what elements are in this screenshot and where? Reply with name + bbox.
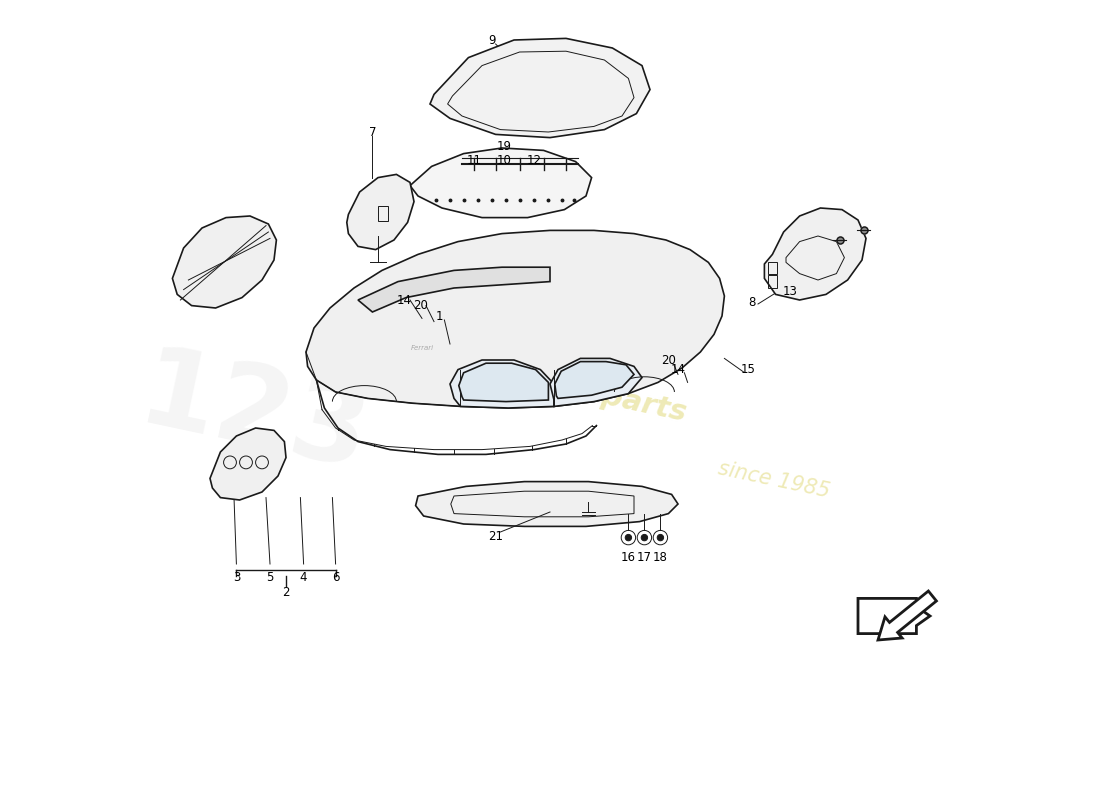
- Text: 18: 18: [653, 551, 668, 564]
- Polygon shape: [858, 598, 930, 634]
- Polygon shape: [550, 358, 642, 406]
- Text: 5: 5: [266, 571, 274, 584]
- Text: 13: 13: [782, 285, 797, 298]
- Text: Ferrari: Ferrari: [410, 345, 433, 351]
- Text: 15: 15: [741, 363, 756, 376]
- Circle shape: [625, 534, 631, 541]
- Text: 19: 19: [497, 140, 512, 153]
- Text: 21: 21: [488, 530, 503, 542]
- Circle shape: [657, 534, 663, 541]
- Polygon shape: [306, 230, 725, 408]
- Text: 14: 14: [397, 294, 411, 306]
- Text: 6: 6: [332, 571, 339, 584]
- Polygon shape: [210, 428, 286, 500]
- Polygon shape: [346, 174, 414, 250]
- Text: since 1985: since 1985: [716, 458, 832, 502]
- Text: 7: 7: [368, 126, 376, 138]
- Polygon shape: [430, 38, 650, 138]
- Text: 12: 12: [527, 154, 541, 166]
- Text: 20: 20: [412, 299, 428, 312]
- Bar: [768, 262, 778, 274]
- Text: 8: 8: [748, 296, 756, 309]
- FancyArrow shape: [878, 591, 936, 640]
- Text: 3: 3: [233, 571, 240, 584]
- Polygon shape: [416, 482, 678, 526]
- Bar: [768, 275, 778, 288]
- Text: 2: 2: [283, 586, 289, 598]
- Text: 14: 14: [671, 363, 685, 376]
- Text: passion for parts: passion for parts: [410, 342, 690, 426]
- Text: 17: 17: [637, 551, 652, 564]
- Polygon shape: [410, 148, 592, 218]
- Text: 1: 1: [436, 310, 443, 322]
- Polygon shape: [173, 216, 276, 308]
- Bar: [378, 206, 387, 221]
- Polygon shape: [459, 363, 549, 402]
- Polygon shape: [358, 267, 550, 312]
- Text: 20: 20: [661, 354, 675, 366]
- Circle shape: [641, 534, 648, 541]
- Text: 4: 4: [300, 571, 307, 584]
- Text: 10: 10: [497, 154, 512, 166]
- Polygon shape: [554, 362, 634, 398]
- Text: 123: 123: [130, 339, 378, 493]
- Polygon shape: [764, 208, 866, 300]
- Text: 16: 16: [620, 551, 636, 564]
- Text: 11: 11: [466, 154, 482, 166]
- Text: 9: 9: [487, 34, 495, 46]
- Polygon shape: [450, 360, 554, 408]
